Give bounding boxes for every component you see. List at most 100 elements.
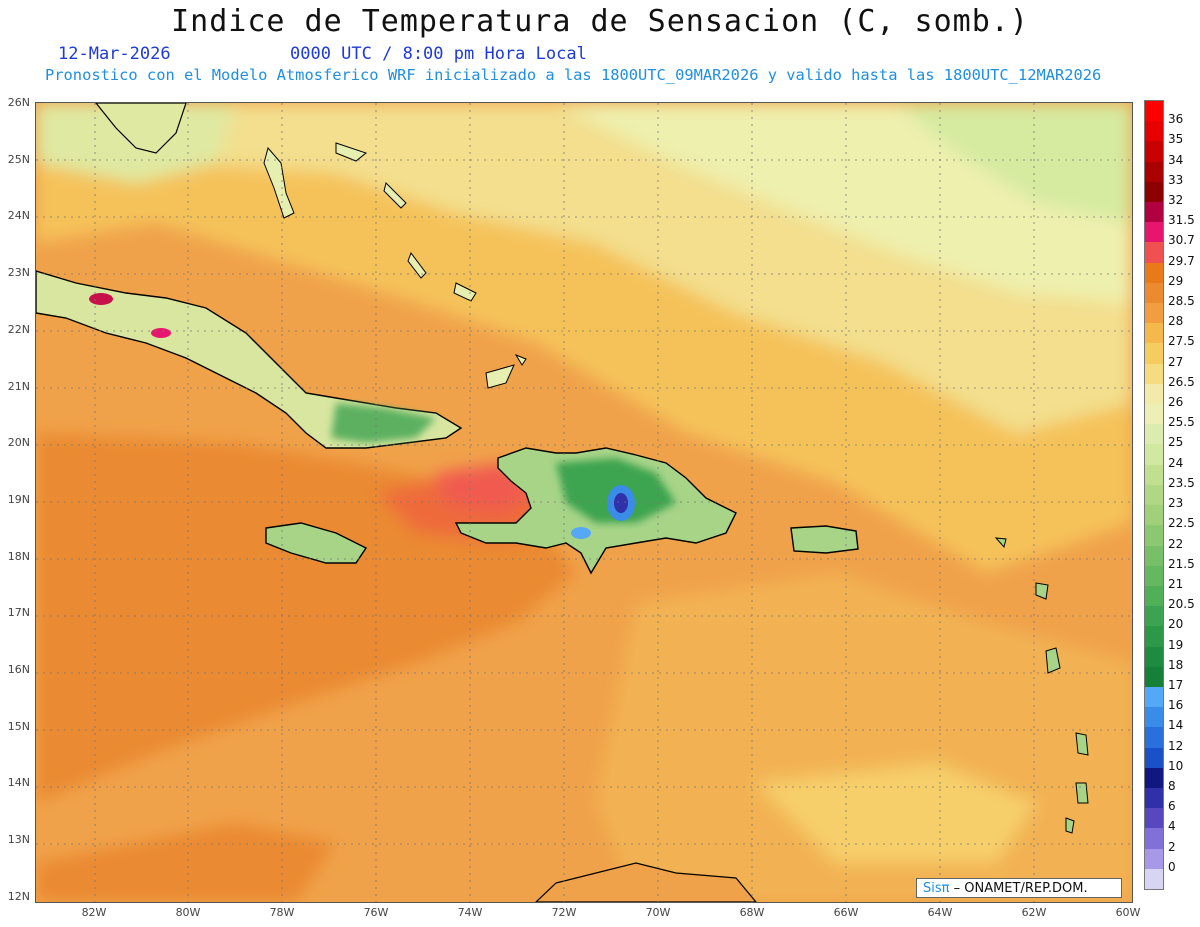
legend-level-label: 26.5: [1168, 374, 1195, 389]
legend-level-label: 26: [1168, 395, 1184, 410]
legend-level-label: 28: [1168, 314, 1184, 329]
lon-label: 66W: [833, 906, 859, 919]
legend-level-label: 23.5: [1168, 475, 1195, 490]
jamaica-land: [265, 522, 368, 564]
heat-index-field: [36, 103, 1132, 902]
south-america-coast: [535, 862, 757, 902]
lat-label: 15N: [7, 719, 30, 733]
lat-label: 19N: [7, 492, 30, 506]
legend-swatch: [1145, 525, 1163, 546]
lat-label: 24N: [7, 209, 30, 223]
legend-swatch: [1145, 343, 1163, 365]
north-cooler-band: [36, 103, 1132, 573]
legend-level-label: 8: [1168, 778, 1176, 793]
lat-label: 17N: [7, 606, 30, 620]
legend-swatch: [1145, 646, 1163, 668]
legend-swatch: [1145, 363, 1163, 385]
legend-level-label: 28.5: [1168, 294, 1195, 309]
hispaniola-land: [454, 447, 737, 575]
legend-swatch: [1145, 626, 1163, 648]
lon-label: 60W: [1115, 906, 1141, 919]
lon-label: 76W: [363, 906, 389, 919]
legend-swatch: [1145, 464, 1163, 486]
puerto-rico-land: [790, 525, 859, 554]
legend-level-label: 29: [1168, 273, 1184, 288]
lat-label: 16N: [7, 663, 30, 676]
legend-level-label: 25: [1168, 435, 1184, 450]
legend-swatch: [1145, 222, 1163, 243]
forecast-date: 12-Mar-2026: [58, 44, 171, 64]
lat-label: 20N: [7, 436, 30, 450]
lat-label: 18N: [7, 549, 30, 563]
legend-level-label: 17: [1168, 677, 1184, 692]
legend-level-label: 20.5: [1168, 597, 1195, 612]
legend-swatch: [1145, 323, 1163, 344]
legend-level-label: 36: [1168, 112, 1184, 127]
legend-swatch: [1145, 585, 1163, 607]
valid-time: 0000 UTC / 8:00 pm Hora Local: [290, 44, 587, 64]
legend-swatch: [1145, 242, 1163, 264]
legend-swatch: [1145, 444, 1163, 466]
lat-label: 13N: [7, 833, 30, 847]
legend-swatch: [1145, 424, 1163, 445]
legend-level-label: 22: [1168, 536, 1184, 551]
lesser-antilles: [994, 537, 1089, 834]
legend-level-label: 4: [1168, 819, 1176, 834]
legend-swatch: [1145, 666, 1163, 688]
legend-swatch: [1145, 727, 1163, 749]
map-title: Indice de Temperatura de Sensacion (C, s…: [171, 4, 1029, 39]
lon-label: 64W: [927, 906, 953, 919]
lat-label: 22N: [7, 322, 30, 336]
legend-level-label: 16: [1168, 698, 1184, 713]
legend-level-label: 32: [1168, 193, 1184, 208]
legend-level-label: 31.5: [1168, 213, 1195, 228]
lat-label: 26N: [7, 96, 30, 109]
legend-swatch: [1145, 121, 1163, 142]
legend-swatch: [1145, 565, 1163, 587]
legend-level-label: 14: [1168, 718, 1184, 733]
legend-level-label: 12: [1168, 738, 1184, 753]
legend-level-label: 18: [1168, 657, 1184, 672]
legend-swatch: [1145, 787, 1163, 809]
legend-swatch: [1145, 404, 1163, 425]
credit-box: Sisπ – ONAMET/REP.DOM.: [916, 878, 1122, 898]
legend-swatch: [1145, 545, 1163, 567]
florida-land: [95, 103, 187, 154]
bahamas-islands: [263, 142, 527, 389]
legend-level-label: 6: [1168, 799, 1176, 814]
legend-level-label: 10: [1168, 758, 1184, 773]
legend-level-label: 0: [1168, 859, 1176, 874]
legend-swatch: [1145, 101, 1163, 122]
legend-level-label: 21.5: [1168, 556, 1195, 571]
legend-level-label: 23: [1168, 496, 1184, 511]
legend-level-label: 22.5: [1168, 516, 1195, 531]
legend-level-label: 27.5: [1168, 334, 1195, 349]
legend-level-label: 30.7: [1168, 233, 1195, 248]
legend-level-label: 20: [1168, 617, 1184, 632]
lon-label: 70W: [645, 906, 671, 919]
legend-swatch: [1145, 707, 1163, 728]
legend-swatch: [1145, 828, 1163, 850]
legend-level-label: 2: [1168, 839, 1176, 854]
legend-swatch: [1145, 161, 1163, 183]
credit-org: – ONAMET/REP.DOM.: [953, 881, 1088, 896]
legend-swatch: [1145, 282, 1163, 304]
legend-level-label: 21: [1168, 576, 1184, 591]
lon-label: 78W: [269, 906, 295, 919]
legend-swatch: [1145, 767, 1163, 789]
legend-level-label: 27: [1168, 354, 1184, 369]
lat-label: 21N: [7, 379, 30, 393]
legend-level-label: 19: [1168, 637, 1184, 652]
cuba-land: [36, 270, 463, 449]
legend-swatch: [1145, 262, 1163, 284]
lat-label: 23N: [7, 266, 30, 280]
credit-brand: Sisπ: [923, 881, 950, 896]
map-grid: [36, 103, 1132, 902]
lat-label: 14N: [7, 776, 30, 790]
legend-level-label: 33: [1168, 172, 1184, 187]
legend-level-label: 24: [1168, 455, 1184, 470]
legend-swatch: [1145, 484, 1163, 506]
lat-label: 12N: [7, 889, 30, 903]
legend-level-label: 35: [1168, 132, 1184, 147]
map-panel: [35, 102, 1133, 903]
